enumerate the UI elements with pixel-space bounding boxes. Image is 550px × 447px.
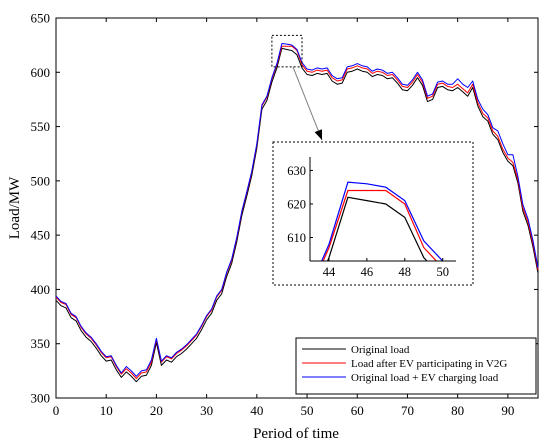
inset-series-line-3 <box>321 181 447 261</box>
inset-y-tick-label: 620 <box>287 197 306 211</box>
inset-series <box>321 181 447 261</box>
y-axis: 300 350 400 450 500 550 600 650 <box>31 11 538 406</box>
y-tick-label: 550 <box>31 119 51 134</box>
y-tick-label: 650 <box>31 11 51 26</box>
x-tick-label: 30 <box>200 403 213 418</box>
zoom-arrowhead <box>314 129 323 140</box>
y-tick-label: 300 <box>31 391 51 406</box>
x-axis: 0 10 20 30 40 50 60 70 80 90 <box>53 18 514 418</box>
inset-series-line-2 <box>322 189 438 261</box>
inset-x-tick-label: 48 <box>399 265 412 279</box>
x-tick-label: 20 <box>150 403 163 418</box>
zoom-indicator <box>271 34 323 141</box>
inset-x-tick-label: 46 <box>361 265 374 279</box>
zoom-box <box>271 34 303 68</box>
inset-series-line-1 <box>326 196 428 261</box>
legend-label-1: Original load <box>351 344 410 356</box>
legend-label-3: Original load + EV charging load <box>351 372 499 384</box>
x-tick-label: 50 <box>301 403 314 418</box>
main-series <box>55 43 539 383</box>
zoom-arrow <box>292 66 323 141</box>
x-tick-label: 70 <box>401 403 414 418</box>
y-tick-label: 500 <box>31 173 51 188</box>
x-tick-label: 10 <box>100 403 113 418</box>
inset-y-tick-label: 610 <box>287 231 306 245</box>
legend-box <box>295 337 537 395</box>
legend-label-2: Load after EV participating in V2G <box>351 358 507 370</box>
legend: Original load Load after EV participating… <box>295 337 537 395</box>
x-tick-label: 60 <box>351 403 364 418</box>
inset-x-tick-label: 50 <box>436 265 449 279</box>
inset-plot: 610 620 630 44 46 48 50 <box>287 157 456 279</box>
inset-x-tick-label: 44 <box>323 265 336 279</box>
x-tick-label: 40 <box>250 403 263 418</box>
x-axis-label: Period of time <box>253 426 339 442</box>
x-tick-label: 0 <box>53 403 60 418</box>
y-tick-label: 350 <box>31 336 51 351</box>
x-tick-label: 90 <box>501 403 514 418</box>
y-axis-label: Load/MW <box>7 176 23 239</box>
series-line-3 <box>55 43 539 377</box>
y-tick-label: 600 <box>31 65 51 80</box>
series-line-1 <box>55 47 539 383</box>
x-tick-label: 80 <box>451 403 464 418</box>
y-tick-label: 450 <box>31 228 51 243</box>
y-tick-label: 400 <box>31 282 51 297</box>
inset-y-tick-label: 630 <box>287 164 306 178</box>
